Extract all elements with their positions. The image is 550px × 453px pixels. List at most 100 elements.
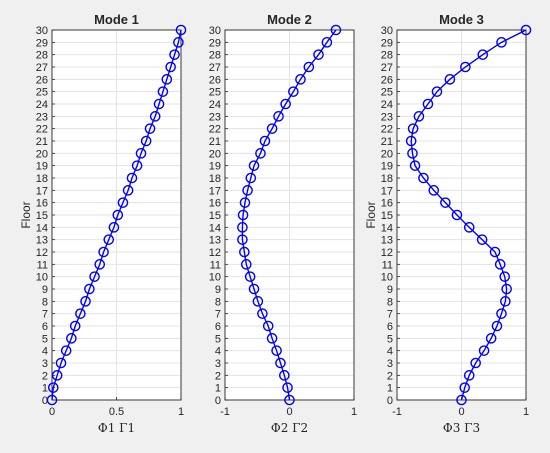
data-point <box>242 185 253 196</box>
y-tick-label: 22 <box>209 124 221 136</box>
y-tick-label: 21 <box>381 136 393 148</box>
data-point <box>46 394 58 406</box>
y-tick-label: 28 <box>209 50 221 62</box>
y-tick-label: 9 <box>215 284 221 296</box>
data-point <box>284 394 295 406</box>
data-point <box>131 160 143 171</box>
data-point <box>330 24 342 36</box>
y-tick-label: 18 <box>209 173 221 185</box>
data-point <box>157 86 169 97</box>
data-point <box>112 209 124 221</box>
data-point <box>153 98 165 110</box>
y-tick-label: 11 <box>210 259 221 271</box>
data-point <box>69 320 81 332</box>
y-tick-label: 16 <box>381 198 393 210</box>
data-point <box>279 370 290 381</box>
x-tick-label: 0.5 <box>109 406 124 418</box>
y-tick-label: 18 <box>381 173 393 185</box>
y-tick-label: 29 <box>209 37 221 49</box>
x-tick-label: -1 <box>220 406 230 418</box>
y-tick-label: 29 <box>381 37 393 49</box>
data-point <box>103 234 115 245</box>
data-point <box>266 333 278 344</box>
y-tick-label: 18 <box>36 173 48 185</box>
y-tick-label: 25 <box>209 87 221 99</box>
data-point <box>144 123 156 134</box>
x-axis-label: Φ2 Γ2 <box>271 421 308 435</box>
y-tick-label: 0 <box>215 395 221 407</box>
y-tick-label: 1 <box>42 383 48 395</box>
y-tick-label: 15 <box>36 210 48 222</box>
series-line <box>241 29 337 401</box>
data-point <box>255 148 266 159</box>
y-tick-label: 26 <box>36 74 48 86</box>
y-tick-label: 6 <box>387 321 393 333</box>
data-point <box>520 24 532 36</box>
x-tick-label: 0 <box>286 406 292 418</box>
data-point <box>280 98 291 110</box>
y-tick-label: 8 <box>42 296 48 308</box>
y-tick-label: 20 <box>381 148 393 160</box>
y-tick-label: 26 <box>381 74 393 86</box>
data-point <box>60 345 72 356</box>
data-point <box>126 172 138 184</box>
y-tick-label: 11 <box>382 259 393 271</box>
data-point <box>489 246 501 258</box>
data-point <box>173 37 184 48</box>
data-point <box>477 49 489 60</box>
y-tick-label: 28 <box>381 50 393 62</box>
y-tick-label: 29 <box>36 37 48 49</box>
y-tick-label: 22 <box>36 124 48 136</box>
y-tick-label: 25 <box>381 87 393 99</box>
y-tick-label: 24 <box>36 99 48 111</box>
data-point <box>140 135 152 147</box>
data-point <box>94 259 106 270</box>
x-tick-label: 1 <box>178 406 184 418</box>
y-tick-label: 10 <box>36 272 48 284</box>
data-point <box>248 283 260 295</box>
y-tick-label: 11 <box>37 259 48 271</box>
data-point <box>239 246 250 258</box>
y-tick-label: 5 <box>215 333 221 345</box>
data-point <box>418 172 429 184</box>
y-axis-label: Floor <box>19 201 33 228</box>
data-point <box>266 123 278 134</box>
data-point <box>407 123 419 134</box>
data-point <box>478 345 490 356</box>
y-tick-label: 24 <box>381 99 393 111</box>
data-point <box>175 24 187 36</box>
data-point <box>47 382 59 393</box>
y-axis-label: Floor <box>364 201 378 228</box>
data-point <box>476 234 488 245</box>
data-point <box>237 234 248 245</box>
data-point <box>273 111 284 122</box>
axes-frame <box>51 29 182 401</box>
data-point <box>431 86 443 97</box>
y-tick-label: 23 <box>381 111 393 123</box>
y-tick-label: 4 <box>215 346 221 358</box>
x-axis-label: Φ1 Γ1 <box>98 421 135 435</box>
y-tick-label: 30 <box>381 25 393 37</box>
series-line <box>51 29 182 401</box>
y-tick-label: 12 <box>36 247 48 259</box>
y-tick-label: 2 <box>387 370 393 382</box>
data-point <box>161 74 173 85</box>
subplot-title: Mode 1 <box>94 12 139 27</box>
y-tick-label: 14 <box>381 222 393 234</box>
data-point <box>470 357 481 369</box>
data-point <box>271 345 282 356</box>
x-tick-label: 0 <box>458 406 464 418</box>
data-point <box>55 357 67 369</box>
data-point <box>282 382 293 393</box>
subplot-mode-2: 0123456789101112131415161718192021222324… <box>209 12 357 435</box>
data-point <box>501 283 512 295</box>
y-tick-label: 4 <box>42 346 48 358</box>
x-axis-label: Φ3 Γ3 <box>443 421 480 435</box>
data-point <box>463 370 475 381</box>
subplot-title: Mode 2 <box>267 12 312 27</box>
x-tick-label: 0 <box>49 406 55 418</box>
data-point <box>456 394 467 406</box>
x-tick-label: -1 <box>392 406 402 418</box>
data-point <box>84 283 95 295</box>
data-point <box>288 86 299 97</box>
